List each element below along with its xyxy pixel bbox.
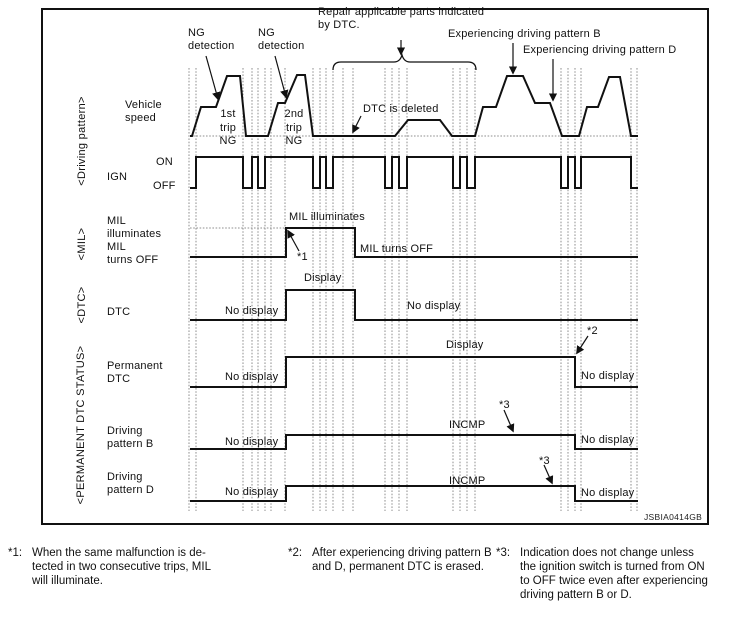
dtc-no-display-label-1: No display — [225, 305, 279, 317]
pattern-d-no-display-label-2: No display — [581, 487, 635, 499]
footnote-3-text: Indication does not change unless the ig… — [520, 547, 708, 601]
waveform-permanent-dtc — [190, 356, 638, 388]
ng-detection-label-2: NG detection — [258, 27, 305, 52]
ng-detection-2-arrow — [274, 55, 289, 99]
diagram-border — [41, 8, 709, 525]
waveform-pattern-d — [190, 485, 638, 502]
pattern-b-incmp-label: INCMP — [449, 419, 486, 431]
dtc-group-label: <DTC> — [76, 286, 88, 324]
mil-group-label: <MIL> — [76, 227, 88, 261]
vehicle-speed-label: Vehicle speed — [125, 99, 162, 124]
permanent-no-display-label-2: No display — [581, 370, 635, 382]
ref3-d-arrow — [543, 464, 554, 485]
footnote-1-marker: *1: — [8, 547, 23, 559]
dtc-row-label: DTC — [107, 306, 131, 318]
waveform-dtc — [190, 289, 638, 321]
pattern-b-row-label: Driving pattern B — [107, 425, 154, 450]
ref2-arrow — [576, 335, 589, 355]
dtc-no-display-label-2: No display — [407, 300, 461, 312]
ng-detection-1-arrow — [205, 55, 221, 101]
footnote-1-text: When the same malfunction is de- tected … — [32, 547, 211, 587]
waveform-ign — [190, 156, 638, 189]
ref1-label: *1 — [297, 251, 308, 263]
trip2-ng-label: 2nd trip NG — [284, 108, 304, 147]
permanent-display-label: Display — [446, 339, 484, 351]
ref1-arrow — [287, 229, 300, 252]
experiencing-pattern-d-label: Experiencing driving pattern D — [523, 44, 677, 56]
trip1-ng-label: 1st trip NG — [219, 108, 237, 147]
permanent-dtc-status-group-label: <PERMANENT DTC STATUS> — [75, 345, 87, 505]
waveform-mil — [190, 227, 638, 258]
pattern-d-no-display-label-1: No display — [225, 486, 279, 498]
waveform-vehicle-speed — [190, 74, 638, 137]
mil-turns-off-label: MIL turns OFF — [360, 243, 434, 255]
experiencing-pattern-b-label: Experiencing driving pattern B — [448, 28, 601, 40]
ign-on-label: ON — [156, 156, 173, 168]
ref3-b-arrow — [503, 409, 515, 433]
repair-scope-brace — [332, 52, 477, 71]
ref3-label-d: *3 — [539, 455, 550, 467]
dtc-deleted-arrow — [352, 115, 362, 134]
dtc-deleted-label: DTC is deleted — [363, 103, 439, 115]
ref2-label: *2 — [587, 325, 598, 337]
repair-note-label: Repair applicable parts indicated by DTC… — [318, 6, 485, 31]
mil-row-label: MIL illuminates MIL turns OFF — [107, 215, 162, 266]
footnote-3-marker: *3: — [496, 547, 511, 559]
permanent-dtc-row-label: Permanent DTC — [107, 360, 163, 385]
pattern-d-incmp-label: INCMP — [449, 475, 486, 487]
pattern-b-no-display-label-1: No display — [225, 436, 279, 448]
ign-label: IGN — [107, 171, 128, 183]
ref3-label-b: *3 — [499, 399, 510, 411]
mil-illuminates-label: MIL illuminates — [289, 211, 365, 223]
pattern-b-no-display-label-2: No display — [581, 434, 635, 446]
permanent-no-display-label-1: No display — [225, 371, 279, 383]
pattern-d-row-label: Driving pattern D — [107, 471, 155, 496]
waveform-pattern-b — [190, 434, 638, 450]
footnote-2-marker: *2: — [288, 547, 303, 559]
ng-detection-label-1: NG detection — [188, 27, 235, 52]
footnote-2-text: After experiencing driving pattern B and… — [312, 547, 492, 573]
figure-code: JSBIA0414GB — [644, 512, 703, 522]
driving-pattern-group-label: <Driving pattern> — [76, 96, 88, 186]
ign-off-label: OFF — [153, 180, 176, 192]
dtc-display-label: Display — [304, 272, 342, 284]
